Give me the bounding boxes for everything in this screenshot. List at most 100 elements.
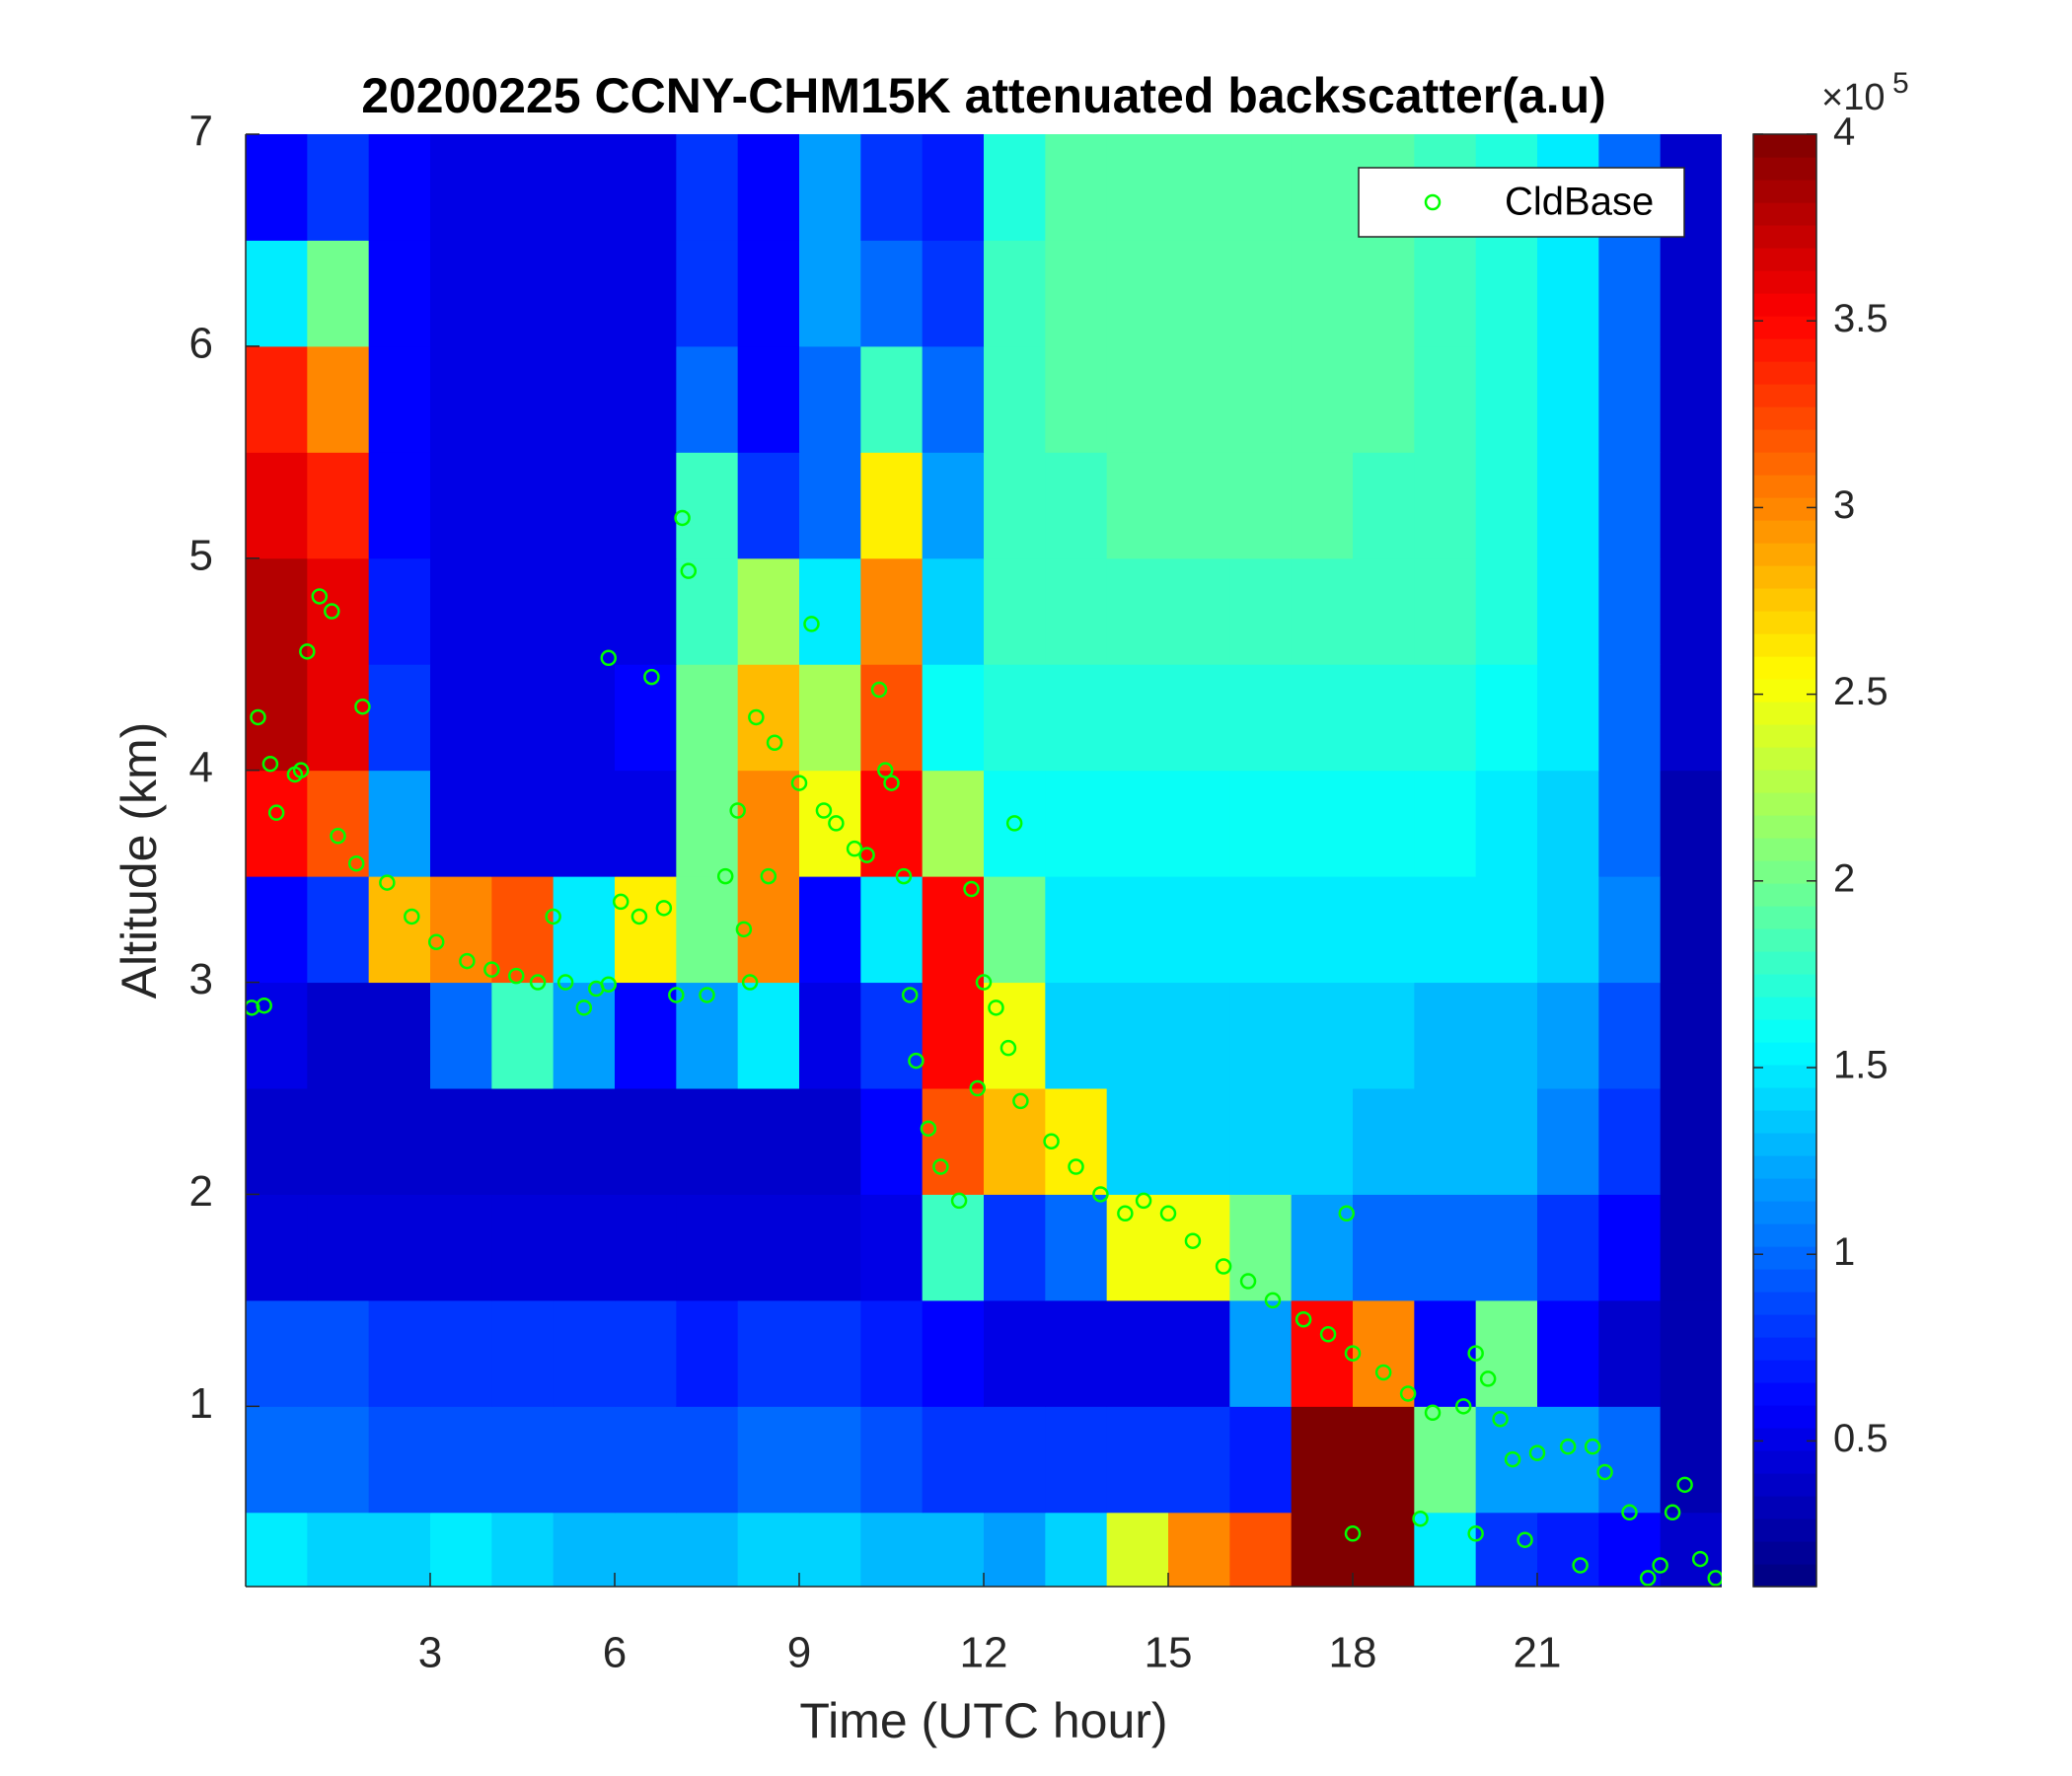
heatmap-cell: [1660, 664, 1722, 772]
heatmap-cell: [1291, 1406, 1354, 1514]
heatmap-cell: [368, 1406, 431, 1514]
cloud-base-point: [1479, 1370, 1497, 1387]
colorbar-swatch: [1753, 838, 1816, 861]
cloud-base-point: [815, 802, 833, 819]
colorbar-swatch: [1753, 407, 1816, 430]
heatmap-cell: [368, 240, 431, 347]
cloud-base-point: [668, 987, 685, 1003]
heatmap-cell: [1475, 982, 1538, 1089]
heatmap-cell: [1106, 452, 1169, 559]
heatmap-cell: [1353, 557, 1415, 665]
heatmap-cell: [553, 452, 616, 559]
cloud-base-point: [1412, 1510, 1429, 1527]
heatmap-cell: [1414, 1194, 1477, 1301]
heatmap-cell: [1537, 240, 1599, 347]
cloud-base-point: [655, 900, 673, 917]
cloud-base-point: [1043, 1133, 1060, 1149]
cloud-base-point: [404, 908, 420, 925]
heatmap-cell: [1045, 1299, 1108, 1407]
cloud-base-point: [760, 867, 777, 885]
heatmap-cell: [1045, 452, 1108, 559]
heatmap-cell: [737, 1512, 800, 1587]
heatmap-cell: [307, 1406, 370, 1514]
heatmap-cell: [1045, 345, 1108, 453]
heatmap-cell: [1106, 1512, 1169, 1587]
heatmap-cell: [368, 876, 431, 984]
heatmap-cell: [1168, 1088, 1230, 1195]
heatmap-cell: [368, 664, 431, 772]
heatmap-cell: [491, 1088, 555, 1195]
heatmap-cell: [984, 240, 1046, 347]
heatmap-cell: [368, 134, 431, 241]
colorbar-tick-label: 0.5: [1833, 1417, 1888, 1460]
heatmap-cell: [307, 240, 370, 347]
heatmap-cell: [1291, 345, 1354, 453]
heatmap-cell: [1660, 1299, 1722, 1407]
heatmap-cell: [1414, 1299, 1477, 1407]
heatmap-cell: [1229, 240, 1293, 347]
heatmap-cell: [430, 1194, 492, 1301]
heatmap-cell: [860, 982, 924, 1089]
heatmap-cell: [676, 770, 739, 877]
heatmap-cell: [737, 240, 800, 347]
heatmap-cell: [1475, 345, 1538, 453]
heatmap-cell: [1045, 557, 1108, 665]
heatmap-cell: [984, 664, 1046, 772]
heatmap-cell: [1291, 1512, 1354, 1587]
heatmap-cell: [1168, 876, 1230, 984]
heatmap-cell: [1229, 1512, 1293, 1587]
heatmap-cell: [1475, 1088, 1538, 1195]
cloud-base-point: [261, 755, 279, 773]
heatmap-cell: [1660, 982, 1722, 1089]
cloud-base-point: [858, 847, 875, 863]
heatmap-cell: [922, 134, 985, 241]
heatmap-cell: [1598, 240, 1662, 347]
heatmap-cell: [307, 1512, 370, 1587]
heatmap-cell: [1168, 664, 1230, 772]
heatmap-cell: [307, 664, 370, 772]
cloud-base-point: [600, 976, 618, 993]
heatmap-cell: [1414, 876, 1477, 984]
heatmap-cell: [491, 1299, 555, 1407]
cloud-base-point: [1559, 1438, 1577, 1455]
heatmap-cell: [1414, 345, 1477, 453]
x-tick-label: 21: [1514, 1629, 1562, 1677]
heatmap-cell: [615, 1299, 677, 1407]
heatmap-cell: [860, 452, 924, 559]
heatmap-cell: [1168, 770, 1230, 877]
x-tick-label: 15: [1145, 1629, 1193, 1677]
colorbar-swatch: [1753, 611, 1816, 634]
heatmap-cell: [1414, 557, 1477, 665]
heatmap-cell: [1168, 134, 1230, 241]
colorbar-swatch: [1753, 792, 1816, 816]
heatmap-cell: [368, 452, 431, 559]
heatmap-cell: [553, 1512, 616, 1587]
colorbar-swatch: [1753, 974, 1816, 998]
colorbar-swatch: [1753, 770, 1816, 793]
heatmap-cell: [676, 1406, 739, 1514]
heatmap-cell: [860, 1194, 924, 1301]
heatmap-cell: [1475, 452, 1538, 559]
cloud-base-point: [1135, 1192, 1152, 1210]
heatmap-cell: [1537, 345, 1599, 453]
cloud-base-point: [529, 974, 547, 991]
heatmap-cell: [1106, 664, 1169, 772]
heatmap-cell: [984, 1194, 1046, 1301]
heatmap-cell: [1045, 982, 1108, 1089]
heatmap-cell: [553, 1194, 616, 1301]
heatmap-cell: [491, 1512, 555, 1587]
heatmap-cell: [984, 1299, 1046, 1407]
heatmap-cell: [1229, 876, 1293, 984]
heatmap-cell: [368, 1299, 431, 1407]
heatmap-cell: [799, 134, 861, 241]
colorbar-tick-label: 2.5: [1833, 670, 1888, 713]
heatmap-cell: [246, 345, 308, 453]
heatmap-cell: [430, 452, 492, 559]
heatmap-cell: [799, 452, 861, 559]
colorbar-swatch: [1753, 1019, 1816, 1043]
colorbar-swatch: [1753, 951, 1816, 975]
heatmap-cell: [922, 982, 985, 1089]
cloud-base-point: [988, 999, 1004, 1016]
heatmap-cell: [615, 134, 677, 241]
heatmap-cell: [307, 770, 370, 877]
